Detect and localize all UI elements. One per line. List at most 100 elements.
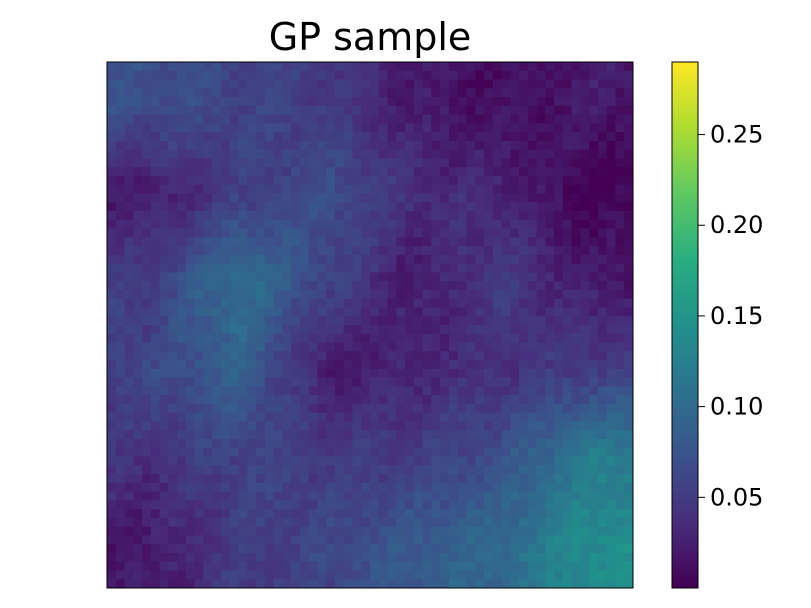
- heatmap-cell: [457, 377, 467, 387]
- heatmap-cell: [580, 316, 590, 326]
- heatmap-cell: [413, 325, 423, 335]
- heatmap-cell: [168, 202, 178, 212]
- heatmap-cell: [413, 386, 423, 396]
- heatmap-cell: [554, 544, 564, 554]
- heatmap-cell: [475, 175, 485, 186]
- heatmap-cell: [448, 351, 459, 361]
- heatmap-cell: [562, 491, 573, 501]
- heatmap-cell: [545, 88, 555, 98]
- heatmap-cell: [133, 184, 143, 194]
- heatmap-cell: [545, 97, 555, 107]
- heatmap-cell: [142, 403, 152, 414]
- heatmap-cell: [159, 307, 169, 317]
- heatmap-cell: [545, 456, 555, 466]
- heatmap-cell: [405, 228, 415, 238]
- heatmap-cell: [597, 70, 608, 80]
- heatmap-cell: [589, 88, 599, 98]
- heatmap-cell: [203, 219, 213, 229]
- heatmap-cell: [615, 105, 625, 115]
- heatmap-cell: [440, 211, 450, 221]
- heatmap-cell: [554, 438, 564, 449]
- heatmap-cell: [194, 140, 204, 151]
- heatmap-cell: [317, 517, 327, 528]
- heatmap-cell: [317, 509, 327, 519]
- heatmap-cell: [142, 526, 152, 536]
- heatmap-cell: [483, 79, 494, 89]
- heatmap-cell: [536, 211, 546, 221]
- heatmap-cell: [273, 184, 283, 194]
- heatmap-cell: [238, 158, 248, 168]
- heatmap-cell: [545, 228, 555, 238]
- heatmap-cell: [519, 517, 529, 528]
- heatmap-cell: [527, 140, 537, 151]
- heatmap-cell: [536, 272, 546, 282]
- heatmap-cell: [606, 482, 616, 492]
- heatmap-cell: [343, 140, 353, 151]
- heatmap-cell: [396, 316, 406, 326]
- heatmap-cell: [150, 535, 160, 545]
- heatmap-cell: [343, 184, 353, 194]
- heatmap-cell: [264, 544, 274, 554]
- heatmap-cell: [536, 517, 546, 528]
- heatmap-cell: [597, 465, 608, 475]
- heatmap-cell: [422, 535, 432, 545]
- heatmap-cell: [527, 482, 537, 492]
- heatmap-cell: [159, 430, 169, 440]
- heatmap-cell: [396, 246, 406, 256]
- heatmap-cell: [247, 351, 257, 361]
- heatmap-cell: [580, 395, 590, 405]
- heatmap-cell: [150, 316, 160, 326]
- heatmap-cell: [413, 456, 423, 466]
- heatmap-cell: [370, 298, 380, 308]
- heatmap-cell: [212, 438, 222, 449]
- heatmap-cell: [352, 535, 362, 545]
- heatmap-cell: [396, 474, 406, 484]
- heatmap-cell: [615, 219, 625, 229]
- heatmap-cell: [177, 272, 187, 282]
- heatmap-cell: [554, 403, 564, 414]
- heatmap-cell: [168, 386, 178, 396]
- heatmap-cell: [378, 386, 388, 396]
- heatmap-cell: [466, 403, 476, 414]
- heatmap-cell: [475, 62, 485, 72]
- heatmap-cell: [361, 175, 371, 186]
- heatmap-cell: [475, 474, 485, 484]
- heatmap-cell: [150, 570, 160, 580]
- heatmap-cell: [589, 167, 599, 177]
- heatmap-cell: [527, 526, 537, 536]
- heatmap-cell: [589, 298, 599, 308]
- heatmap-cell: [606, 509, 616, 519]
- heatmap-cell: [387, 140, 397, 151]
- heatmap-cell: [519, 167, 529, 177]
- heatmap-cell: [413, 482, 423, 492]
- heatmap-cell: [256, 456, 266, 466]
- heatmap-cell: [475, 333, 485, 343]
- heatmap-cell: [571, 552, 581, 563]
- heatmap-cell: [606, 105, 616, 115]
- heatmap-cell: [212, 430, 222, 440]
- heatmap-cell: [615, 132, 625, 142]
- heatmap-cell: [194, 114, 204, 124]
- heatmap-cell: [466, 351, 476, 361]
- heatmap-cell: [273, 491, 283, 501]
- heatmap-cell: [606, 526, 616, 536]
- heatmap-cell: [405, 412, 415, 422]
- heatmap-cell: [107, 70, 117, 80]
- heatmap-cell: [422, 500, 432, 510]
- heatmap-cell: [273, 316, 283, 326]
- heatmap-cell: [483, 544, 494, 554]
- heatmap-cell: [238, 62, 248, 72]
- heatmap-cell: [370, 360, 380, 370]
- heatmap-cell: [317, 298, 327, 308]
- heatmap-cell: [220, 132, 231, 142]
- heatmap-cell: [220, 325, 231, 335]
- heatmap-cell: [457, 70, 467, 80]
- heatmap-cell: [387, 123, 397, 133]
- heatmap-cell: [527, 395, 537, 405]
- heatmap-cell: [229, 403, 239, 414]
- heatmap-cell: [527, 535, 537, 545]
- heatmap-cell: [177, 491, 187, 501]
- heatmap-cell: [413, 342, 423, 352]
- heatmap-cell: [501, 438, 511, 449]
- heatmap-cell: [142, 79, 152, 89]
